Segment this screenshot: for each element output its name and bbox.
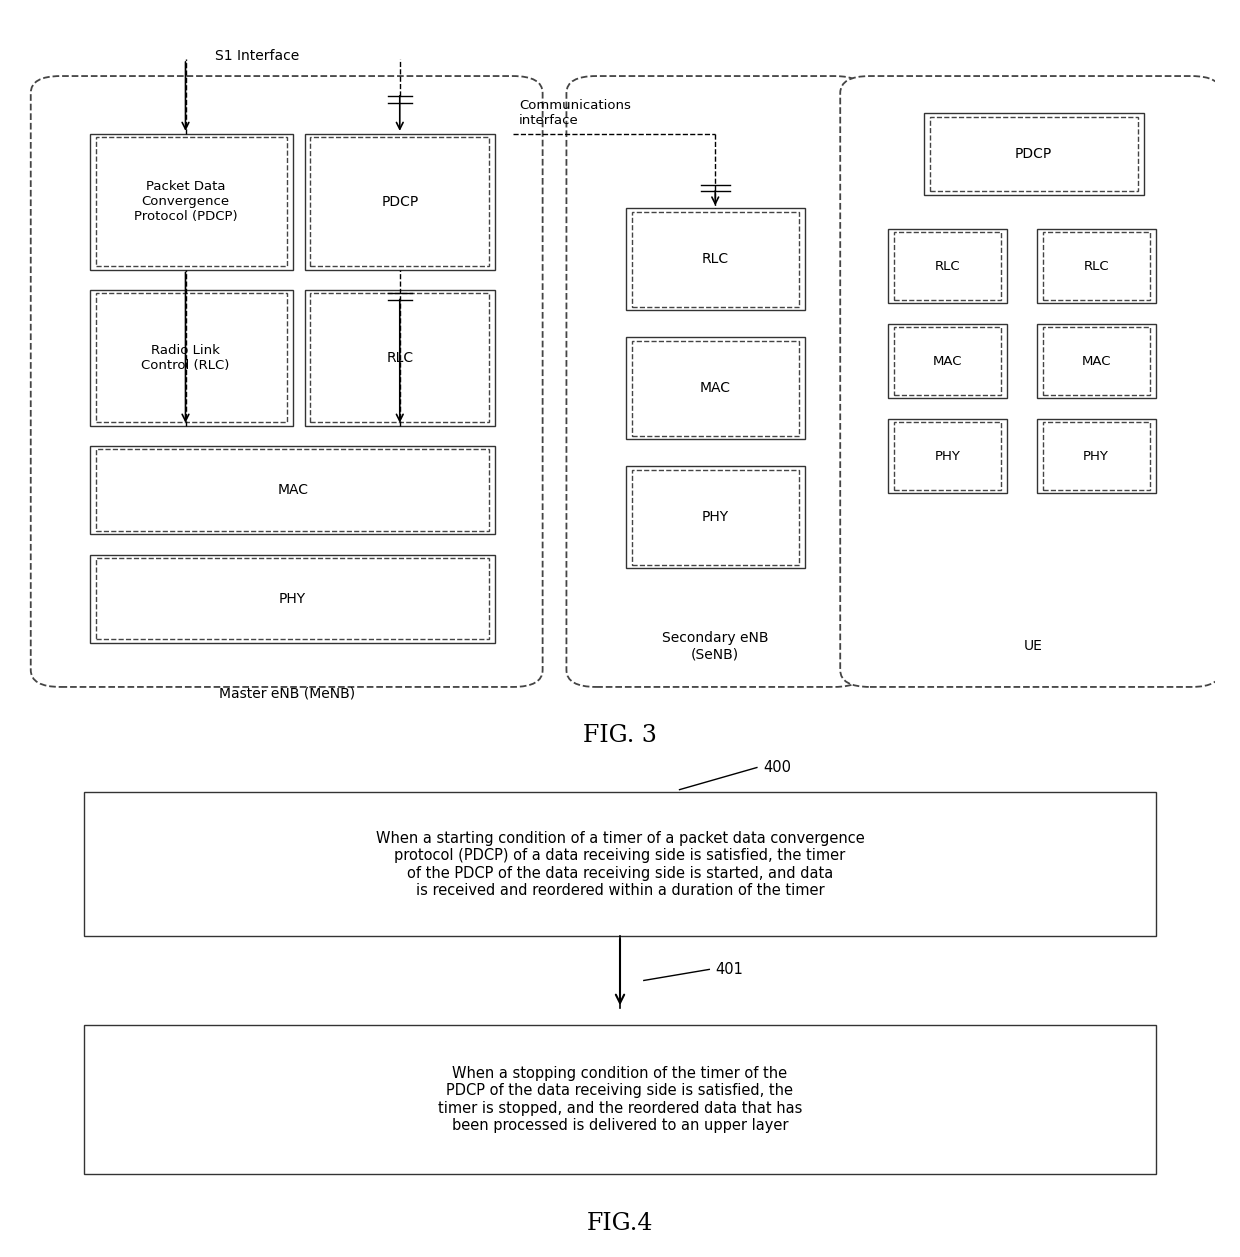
Bar bbox=[1043, 233, 1149, 300]
Bar bbox=[632, 470, 799, 564]
Bar bbox=[626, 337, 805, 439]
Text: PHY: PHY bbox=[279, 592, 306, 606]
Text: PHY: PHY bbox=[1084, 450, 1109, 463]
Bar bbox=[310, 137, 489, 266]
FancyBboxPatch shape bbox=[841, 75, 1221, 686]
Bar bbox=[97, 450, 489, 530]
Bar bbox=[97, 293, 286, 422]
Bar bbox=[84, 792, 1156, 936]
Bar bbox=[97, 558, 489, 640]
Bar bbox=[305, 290, 495, 426]
Text: 400: 400 bbox=[763, 760, 791, 776]
Bar bbox=[626, 466, 805, 568]
Text: When a starting condition of a timer of a packet data convergence
protocol (PDCP: When a starting condition of a timer of … bbox=[376, 831, 864, 897]
Text: RLC: RLC bbox=[386, 351, 413, 365]
Text: PDCP: PDCP bbox=[1016, 147, 1053, 161]
Bar bbox=[924, 113, 1143, 195]
Bar bbox=[84, 1024, 1156, 1174]
Bar bbox=[305, 133, 495, 269]
Text: When a stopping condition of the timer of the
PDCP of the data receiving side is: When a stopping condition of the timer o… bbox=[438, 1066, 802, 1133]
Text: MAC: MAC bbox=[278, 483, 309, 497]
Bar bbox=[310, 293, 489, 422]
Text: Secondary eNB
(SeNB): Secondary eNB (SeNB) bbox=[662, 631, 769, 661]
Bar bbox=[888, 324, 1007, 398]
Text: 401: 401 bbox=[715, 962, 743, 977]
Bar bbox=[1043, 327, 1149, 395]
Text: RLC: RLC bbox=[935, 260, 960, 273]
Bar bbox=[1037, 324, 1156, 398]
Bar bbox=[930, 117, 1138, 191]
Bar bbox=[91, 133, 293, 269]
Text: Master eNB (MeNB): Master eNB (MeNB) bbox=[218, 686, 355, 700]
Bar bbox=[97, 137, 286, 266]
Bar bbox=[626, 209, 805, 310]
Bar bbox=[1037, 229, 1156, 303]
Text: PHY: PHY bbox=[935, 450, 960, 463]
Bar bbox=[1037, 419, 1156, 494]
FancyBboxPatch shape bbox=[31, 75, 543, 686]
Bar bbox=[894, 327, 1001, 395]
FancyBboxPatch shape bbox=[567, 75, 864, 686]
Bar bbox=[91, 554, 495, 642]
Text: Packet Data
Convergence
Protocol (PDCP): Packet Data Convergence Protocol (PDCP) bbox=[134, 180, 237, 224]
Bar bbox=[894, 422, 1001, 490]
Bar bbox=[888, 229, 1007, 303]
Text: MAC: MAC bbox=[699, 381, 730, 395]
Text: S1 Interface: S1 Interface bbox=[216, 49, 300, 63]
Bar bbox=[632, 212, 799, 307]
Text: UE: UE bbox=[1024, 640, 1043, 654]
Text: FIG. 3: FIG. 3 bbox=[583, 724, 657, 747]
Text: PHY: PHY bbox=[702, 510, 729, 524]
Bar bbox=[888, 419, 1007, 494]
Text: RLC: RLC bbox=[1084, 260, 1109, 273]
Text: Radio Link
Control (RLC): Radio Link Control (RLC) bbox=[141, 343, 229, 372]
Text: FIG.4: FIG.4 bbox=[587, 1212, 653, 1236]
Text: RLC: RLC bbox=[702, 253, 729, 266]
Text: PDCP: PDCP bbox=[381, 195, 418, 209]
Text: MAC: MAC bbox=[932, 354, 962, 367]
Bar bbox=[632, 341, 799, 436]
Bar bbox=[91, 446, 495, 534]
Text: Communications
interface: Communications interface bbox=[518, 99, 631, 127]
Bar bbox=[894, 233, 1001, 300]
Bar bbox=[91, 290, 293, 426]
Bar bbox=[1043, 422, 1149, 490]
Text: MAC: MAC bbox=[1081, 354, 1111, 367]
